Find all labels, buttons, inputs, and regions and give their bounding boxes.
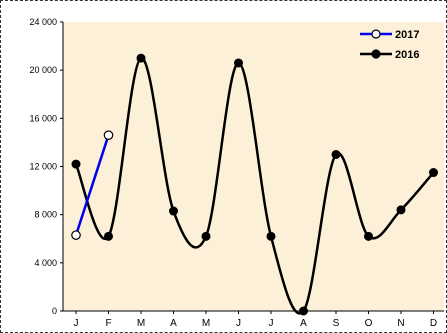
data-point-2016 [169,206,178,216]
y-tick-label: 8 000 [34,210,57,220]
x-tick-label: J [269,318,274,329]
y-tick-label: 16 000 [29,113,57,123]
x-tick-label: A [300,318,307,329]
y-tick-label: 0 [52,306,57,316]
series-2017 [71,130,114,240]
x-tick-label: O [365,318,373,329]
x-tick-label: N [397,318,404,329]
data-point-2016 [396,205,406,215]
data-point-2017 [71,230,81,240]
x-tick-label: J [74,318,79,329]
x-tick-label: F [105,318,111,329]
x-tick-label: S [333,318,340,329]
data-point-2016 [234,58,243,68]
legend-entry-2017: 2017 [360,29,419,41]
y-tick-label: 4 000 [34,258,57,268]
x-tick-label: M [137,318,145,329]
legend-label: 2017 [395,29,419,41]
legend: 2017 2016 [360,29,419,61]
data-point-2016 [71,159,81,169]
data-point-2016 [104,231,113,241]
data-point-2016 [136,53,146,63]
data-point-2016 [299,306,308,316]
plot-area [63,22,444,311]
series-layer [71,53,438,316]
legend-label: 2016 [395,49,419,61]
y-tick-labels: 0 4 000 8 000 12 000 16 000 20 000 24 000 [29,17,63,316]
y-tick-label: 20 000 [29,65,57,75]
y-tick-label: 12 000 [29,162,57,172]
data-point-2016 [266,231,276,241]
y-tick-label: 24 000 [29,17,57,27]
legend-entry-2016: 2016 [360,49,419,61]
x-tick-label: M [202,318,210,329]
data-point-2016 [364,231,373,241]
data-point-2016 [429,168,438,178]
x-tick-label: D [430,318,437,329]
legend-swatch-marker [371,49,381,59]
legend-swatch-marker [371,29,381,39]
data-point-2017 [103,130,114,140]
data-point-2016 [331,149,341,159]
series-2016 [71,53,438,316]
data-point-2016 [201,231,211,241]
x-tick-label: J [236,318,241,329]
series-line-2017 [74,134,110,236]
x-tick-label: A [170,318,177,329]
